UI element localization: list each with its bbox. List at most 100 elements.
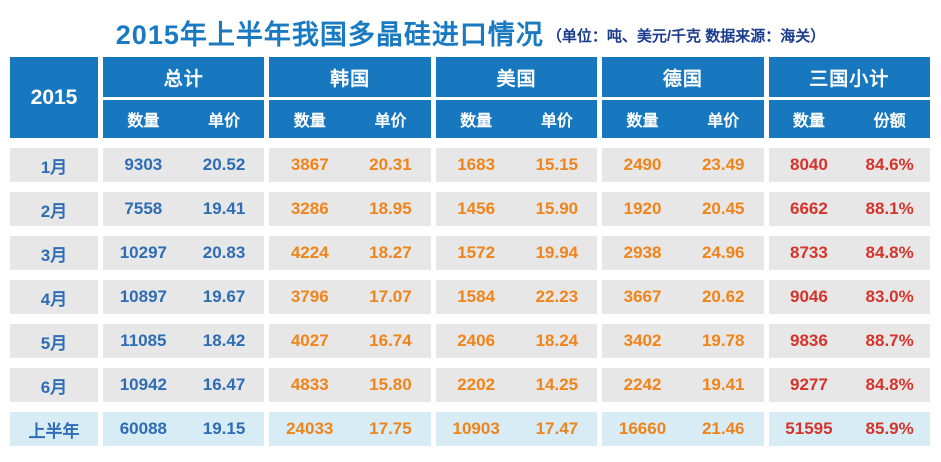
table-row: 5月 11085 18.42 4027 16.74 2406 18.24 3402 19.78 9… bbox=[10, 324, 930, 358]
header-group-3: 美国 数量 单价 bbox=[435, 57, 598, 138]
subheader-label: 单价 bbox=[208, 113, 241, 130]
table-row: 3月 10297 20.83 4224 18.27 1572 19.94 2938 24.96 8… bbox=[10, 236, 930, 270]
row-group-values: 6662 88.1% bbox=[768, 192, 930, 226]
value-cell: 19.41 bbox=[701, 375, 745, 394]
value-cell: 21.46 bbox=[701, 419, 745, 438]
value-cell: 85.9% bbox=[865, 419, 914, 438]
row-group-values: 1572 19.94 bbox=[435, 236, 598, 270]
row-group-values: 16660 21.46 bbox=[602, 412, 764, 446]
value-cell: 84.8% bbox=[865, 243, 914, 262]
table-body: 1月 9303 20.52 3867 20.31 1683 15.15 2490 23.49 80… bbox=[10, 148, 930, 446]
row-group-values: 9046 83.0% bbox=[768, 280, 930, 314]
row-group-values: 2406 18.24 bbox=[435, 324, 598, 358]
row-group-values: 1456 15.90 bbox=[435, 192, 598, 226]
subheader-label: 份额 bbox=[873, 113, 906, 130]
value-cell: 17.75 bbox=[369, 419, 412, 438]
row-group-values: 24033 17.75 bbox=[269, 412, 431, 446]
row-group-values: 10942 16.47 bbox=[103, 368, 265, 402]
value-cell: 9046 bbox=[790, 287, 828, 306]
value-cell: 9836 bbox=[790, 331, 828, 350]
subheader-label: 数量 bbox=[626, 113, 659, 130]
value-cell: 3796 bbox=[290, 287, 329, 306]
value-cell: 18.27 bbox=[369, 243, 412, 262]
value-cell: 2242 bbox=[623, 375, 662, 394]
table-row: 4月 10897 19.67 3796 17.07 1584 22.23 3667 20.62 9… bbox=[10, 280, 930, 314]
value-cell: 3867 bbox=[290, 155, 329, 174]
group-subheaders: 数量 单价 bbox=[269, 100, 431, 138]
value-cell: 15.15 bbox=[535, 155, 579, 174]
value-cell: 3667 bbox=[623, 287, 662, 306]
value-cell: 20.31 bbox=[369, 155, 412, 174]
value-cell: 19.78 bbox=[701, 331, 745, 350]
group-name: 三国小计 bbox=[768, 57, 930, 97]
row-group-values: 2938 24.96 bbox=[602, 236, 764, 270]
row-group-values: 7558 19.41 bbox=[103, 192, 265, 226]
value-cell: 17.07 bbox=[369, 287, 412, 306]
value-cell: 23.49 bbox=[701, 155, 745, 174]
value-cell: 1456 bbox=[457, 199, 496, 218]
row-label: 3月 bbox=[10, 236, 98, 270]
row-group-values: 9277 84.8% bbox=[768, 368, 930, 402]
value-cell: 84.6% bbox=[865, 155, 914, 174]
group-name: 总计 bbox=[103, 57, 265, 97]
row-label: 上半年 bbox=[10, 412, 98, 446]
value-cell: 20.83 bbox=[202, 243, 246, 262]
title-text: 2015年上半年我国多晶硅进口情况 bbox=[115, 19, 544, 50]
value-cell: 84.8% bbox=[865, 375, 914, 394]
value-cell: 15.80 bbox=[369, 375, 412, 394]
value-cell: 20.52 bbox=[202, 155, 246, 174]
value-cell: 15.90 bbox=[535, 199, 579, 218]
subheader-label: 数量 bbox=[293, 113, 326, 130]
row-group-values: 2490 23.49 bbox=[602, 148, 764, 182]
table-header: 2015 总计 数量 单价 韩国 数量 单价 美国 数量 单价 德国 数量 单价 三国小计 数量 份额 bbox=[10, 57, 930, 138]
value-cell: 60088 bbox=[119, 419, 167, 438]
group-subheaders: 数量 份额 bbox=[768, 100, 930, 138]
value-cell: 2406 bbox=[457, 331, 496, 350]
value-cell: 4833 bbox=[290, 375, 329, 394]
row-group-values: 4027 16.74 bbox=[269, 324, 431, 358]
value-cell: 16660 bbox=[618, 419, 667, 438]
row-label: 2月 bbox=[10, 192, 98, 226]
value-cell: 20.62 bbox=[701, 287, 745, 306]
row-group-values: 8733 84.8% bbox=[768, 236, 930, 270]
value-cell: 1572 bbox=[457, 243, 496, 262]
row-label: 5月 bbox=[10, 324, 98, 358]
subheader-label: 单价 bbox=[707, 113, 740, 130]
row-group-values: 51595 85.9% bbox=[768, 412, 930, 446]
header-groups: 总计 数量 单价 韩国 数量 单价 美国 数量 单价 德国 数量 单价 三国小计 数量 份额 bbox=[103, 57, 930, 138]
value-cell: 6662 bbox=[790, 199, 828, 218]
value-cell: 19.94 bbox=[535, 243, 579, 262]
value-cell: 22.23 bbox=[535, 287, 579, 306]
row-group-values: 1584 22.23 bbox=[435, 280, 598, 314]
value-cell: 16.74 bbox=[369, 331, 412, 350]
value-cell: 2938 bbox=[623, 243, 662, 262]
group-name: 美国 bbox=[435, 57, 598, 97]
table-row: 6月 10942 16.47 4833 15.80 2202 14.25 2242 19.41 9… bbox=[10, 368, 930, 402]
row-group-values: 1920 20.45 bbox=[602, 192, 764, 226]
subheader-label: 数量 bbox=[460, 113, 493, 130]
subheader-label: 单价 bbox=[374, 113, 407, 130]
value-cell: 4027 bbox=[290, 331, 329, 350]
row-group-values: 8040 84.6% bbox=[768, 148, 930, 182]
value-cell: 7558 bbox=[124, 199, 163, 218]
row-group-values: 2202 14.25 bbox=[435, 368, 598, 402]
row-group-values: 3667 20.62 bbox=[602, 280, 764, 314]
value-cell: 51595 bbox=[785, 419, 833, 438]
value-cell: 20.45 bbox=[701, 199, 745, 218]
value-cell: 3402 bbox=[623, 331, 662, 350]
table-row: 2月 7558 19.41 3286 18.95 1456 15.90 1920 20.45 66… bbox=[10, 192, 930, 226]
value-cell: 14.25 bbox=[535, 375, 579, 394]
value-cell: 4224 bbox=[290, 243, 329, 262]
group-subheaders: 数量 单价 bbox=[103, 100, 265, 138]
row-group-values: 3286 18.95 bbox=[269, 192, 431, 226]
subheader-label: 数量 bbox=[792, 113, 825, 130]
value-cell: 83.0% bbox=[865, 287, 914, 306]
value-cell: 2202 bbox=[457, 375, 496, 394]
value-cell: 88.1% bbox=[865, 199, 914, 218]
value-cell: 19.67 bbox=[202, 287, 246, 306]
header-group-2: 韩国 数量 单价 bbox=[269, 57, 431, 138]
value-cell: 18.24 bbox=[535, 331, 579, 350]
value-cell: 10942 bbox=[119, 375, 167, 394]
value-cell: 3286 bbox=[290, 199, 329, 218]
row-group-values: 4224 18.27 bbox=[269, 236, 431, 270]
